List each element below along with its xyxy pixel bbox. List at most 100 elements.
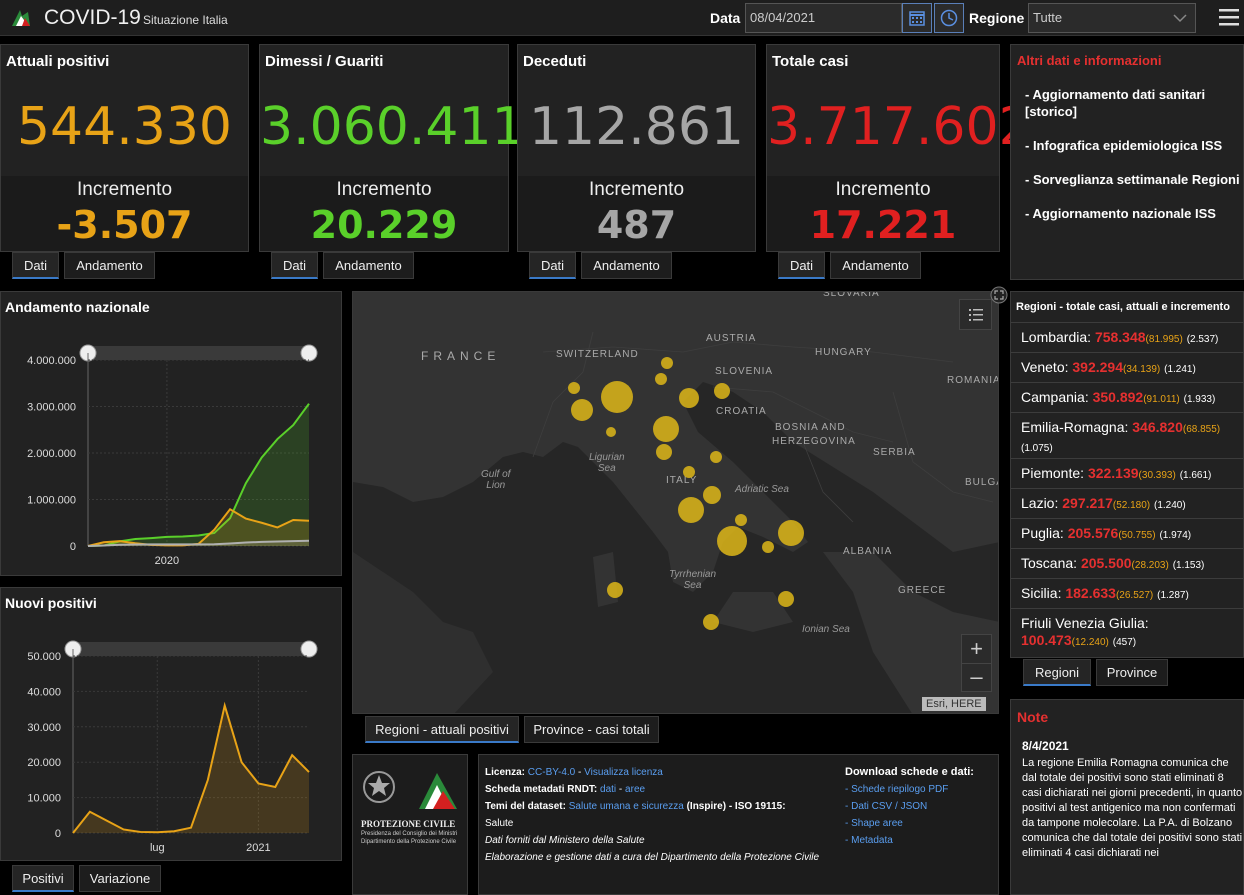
range-slider-track[interactable] (88, 346, 309, 360)
visualizza-licenza-link[interactable]: Visualizza licenza (584, 767, 663, 778)
info-link-sorveglianza[interactable]: - Sorveglianza settimanale Regioni (1025, 172, 1240, 187)
tab-andamento-attuali-positivi[interactable]: Andamento (64, 252, 155, 279)
region-increment: (1.153) (1172, 560, 1205, 571)
region-marker[interactable] (703, 614, 719, 630)
region-total: 297.217 (1062, 495, 1113, 511)
card-dimessi-guariti: Dimessi / Guariti 3.060.411 Incremento 2… (259, 44, 525, 252)
region-marker[interactable] (655, 373, 667, 385)
region-marker[interactable] (606, 427, 616, 437)
region-marker[interactable] (778, 520, 804, 546)
region-marker[interactable] (571, 399, 593, 421)
temi-link[interactable]: Salute umana e sicurezza (568, 801, 684, 812)
card-increment-label: Incremento (835, 179, 931, 200)
tab-dati-dimessi-guariti[interactable]: Dati (271, 252, 318, 279)
region-marker[interactable] (679, 388, 699, 408)
download-csv-link[interactable]: - Dati CSV / JSON (845, 801, 928, 812)
map-label-adriatic-sea: Adriatic Sea (735, 484, 789, 495)
map-label-bulgaria: BULGA (965, 477, 998, 488)
info-link-dati-sanitari[interactable]: - Aggiornamento dati sanitari [storico] (1025, 87, 1206, 119)
time-button[interactable] (934, 3, 964, 33)
region-increment: (2.537) (1186, 334, 1219, 345)
region-marker[interactable] (717, 526, 747, 556)
region-marker[interactable] (703, 486, 721, 504)
y-tick-label: 1.000.000 (27, 495, 76, 507)
region-name: Emilia-Romagna: (1021, 419, 1129, 435)
region-marker[interactable] (762, 541, 774, 553)
region-row[interactable]: Piemonte: 322.139(30.393) (1.661) (1011, 458, 1243, 488)
region-row[interactable]: Emilia-Romagna: 346.820(68.855) (1.075) (1011, 412, 1243, 458)
download-shape-link[interactable]: - Shape aree (845, 818, 903, 829)
zoom-in-button[interactable]: + (962, 635, 991, 664)
tab-province-casi-totali[interactable]: Province - casi totali (524, 716, 659, 743)
card-value: 544.330 (16, 97, 233, 157)
range-slider-handle[interactable] (300, 640, 318, 658)
regions-heading: Regioni - totale casi, attuali e increme… (1016, 301, 1230, 313)
region-row[interactable]: Toscana: 205.500(28.203) (1.153) (1011, 548, 1243, 578)
region-row[interactable]: Sicilia: 182.633(26.527) (1.287) (1011, 578, 1243, 608)
new-positives-chart[interactable]: 0 10.000 20.000 30.000 40.000 50.000 lug 2021 (1, 628, 341, 860)
scheda-aree-link[interactable]: aree (625, 784, 646, 795)
card-lower (260, 176, 508, 251)
tab-positivi[interactable]: Positivi (12, 865, 74, 892)
series-line[interactable] (72, 701, 310, 834)
metadata-panel: Licenza: CC-BY-4.0 - Visualizza licenza … (478, 754, 999, 895)
region-row[interactable]: Puglia: 205.576(50.755) (1.974) (1011, 518, 1243, 548)
legend-button[interactable] (959, 299, 992, 330)
logo-line-1: PROTEZIONE CIVILE (361, 819, 456, 829)
tab-variazione[interactable]: Variazione (79, 865, 161, 892)
region-name: Lazio: (1021, 495, 1059, 511)
region-marker[interactable] (653, 416, 679, 442)
tab-dati-totale-casi[interactable]: Dati (778, 252, 825, 279)
series-line[interactable] (87, 539, 310, 547)
scheda-dati-link[interactable]: dati (600, 784, 617, 795)
region-marker[interactable] (661, 357, 673, 369)
region-marker[interactable] (735, 514, 747, 526)
tab-regioni-attuali-positivi[interactable]: Regioni - attuali positivi (365, 716, 519, 743)
zoom-out-button[interactable]: – (970, 664, 983, 689)
fullscreen-icon[interactable] (990, 286, 1008, 304)
tab-regioni[interactable]: Regioni (1023, 659, 1091, 686)
tab-andamento-deceduti[interactable]: Andamento (581, 252, 672, 279)
region-row[interactable]: Veneto: 392.294(34.139) (1.241) (1011, 352, 1243, 382)
tab-dati-attuali-positivi[interactable]: Dati (12, 252, 59, 279)
region-row[interactable]: Lazio: 297.217(52.180) (1.240) (1011, 488, 1243, 518)
region-marker[interactable] (601, 381, 633, 413)
region-marker[interactable] (568, 382, 580, 394)
region-total: 758.348 (1094, 329, 1146, 345)
tab-dati-deceduti[interactable]: Dati (529, 252, 576, 279)
region-select[interactable]: Tutte (1028, 3, 1196, 33)
region-increment: (1.241) (1164, 364, 1196, 375)
calendar-button[interactable] (902, 3, 932, 33)
map-label-tyrrhenian-sea: Tyrrhenian Sea (669, 569, 717, 591)
date-input[interactable]: 08/04/2021 (745, 3, 902, 33)
region-marker[interactable] (714, 383, 730, 399)
map-label-ionian-sea: Ionian Sea (802, 624, 850, 635)
region-marker[interactable] (683, 466, 695, 478)
region-marker[interactable] (778, 591, 794, 607)
map-panel[interactable]: FRANCE SWITZERLAND AUSTRIA HUNGARY SLOVE… (352, 291, 999, 714)
download-pdf-link[interactable]: - Schede riepilogo PDF (845, 784, 949, 795)
national-trend-chart[interactable]: 0 1.000.000 2.000.000 3.000.000 4.000.000 202… (1, 332, 341, 572)
region-marker[interactable] (607, 582, 623, 598)
region-label: Regione (969, 10, 1025, 26)
licenza-sep: - (575, 767, 585, 778)
series-line[interactable] (87, 403, 310, 547)
range-slider-track[interactable] (73, 642, 309, 656)
licenza-link[interactable]: CC-BY-4.0 (527, 767, 576, 778)
region-marker[interactable] (678, 497, 704, 523)
region-marker[interactable] (656, 444, 672, 460)
tab-andamento-totale-casi[interactable]: Andamento (830, 252, 921, 279)
hamburger-menu-icon[interactable] (1219, 8, 1239, 26)
download-metadata-link[interactable]: - Metadata (845, 835, 893, 846)
map-markers[interactable] (353, 292, 999, 714)
region-row[interactable]: Lombardia: 758.348(81.995) (2.537) (1011, 322, 1243, 352)
region-row[interactable]: Campania: 350.892(91.011) (1.933) (1011, 382, 1243, 412)
info-link-aggiornamento-iss[interactable]: - Aggiornamento nazionale ISS (1025, 206, 1216, 221)
region-row[interactable]: Friuli Venezia Giulia: 100.473(12.240) (… (1011, 608, 1243, 654)
info-link-infografica[interactable]: - Infografica epidemiologica ISS (1025, 138, 1223, 153)
region-marker[interactable] (710, 451, 722, 463)
tab-andamento-dimessi-guariti[interactable]: Andamento (323, 252, 414, 279)
tab-province[interactable]: Province (1096, 659, 1168, 686)
range-slider-handle[interactable] (300, 344, 318, 362)
map-label-romania: ROMANIA (947, 375, 999, 386)
